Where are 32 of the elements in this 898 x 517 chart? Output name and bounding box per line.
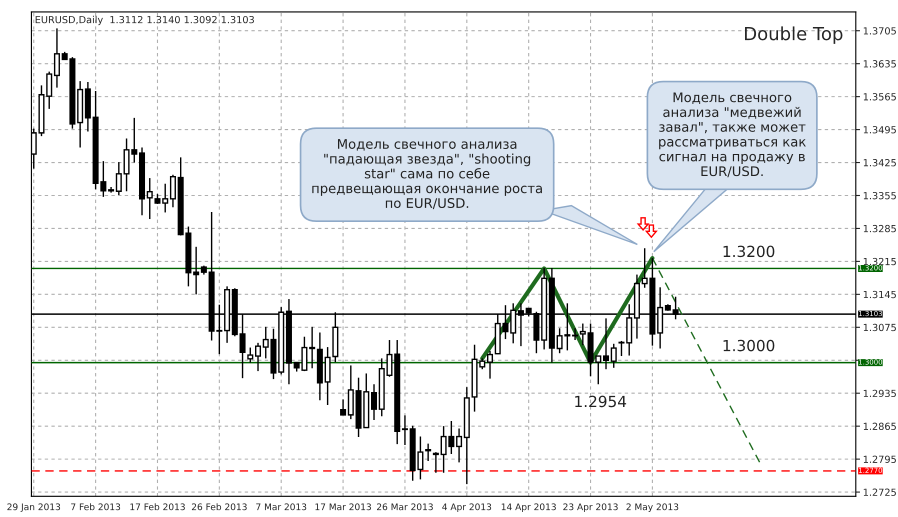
x-tick-label: 14 Apr 2013 [502, 503, 556, 512]
x-tick-label: 17 Feb 2013 [130, 503, 185, 510]
y-tick-label: 1.2865 [864, 422, 896, 430]
annotation: 1.3200 [724, 246, 774, 258]
y-tick-label: 1.3635 [864, 60, 896, 68]
x-tick-label: 26 Feb 2013 [192, 503, 247, 510]
annotation: EURUSD,Daily 1.3112 1.3140 1.3092 1.3103 [36, 16, 254, 26]
y-tick-label: 1.2795 [864, 456, 896, 463]
y-tick-label: 1.3145 [864, 290, 896, 298]
y-tick-label: 1.3425 [864, 159, 896, 166]
y-tick-label: 1.2725 [864, 488, 896, 496]
x-tick-label: 29 Jan 2013 [7, 503, 60, 512]
x-tick-label: 2 May 2013 [626, 503, 678, 512]
annotation: Модель свечного анализа "медвежий завал", также может рассматриваться как сигнал на продажу в EUR/USD. [659, 92, 806, 178]
y-tick-label: 1.3705 [864, 27, 896, 35]
y-tick-label: 1.3495 [864, 126, 896, 134]
x-tick-label: 17 Mar 2013 [315, 503, 371, 510]
x-tick-label: 4 Apr 2013 [442, 503, 492, 512]
y-tick-label: 1.3215 [864, 258, 896, 266]
y-tick-label: 1.3565 [864, 93, 896, 100]
text: Double Top [745, 26, 842, 44]
x-tick-label: 7 Mar 2013 [256, 503, 306, 510]
annotation: Модель свечного анализа "падающая звезда", "shooting star" сама по себе предвещающая окончание роста по EUR/USD. [312, 139, 542, 210]
y-tick-label: 1.3355 [864, 192, 896, 200]
y-tick-label: 1.3075 [864, 324, 896, 332]
y-tick-label: 1.3285 [864, 224, 896, 232]
annotation: 1.3000 [724, 340, 774, 352]
x-tick-label: 26 Mar 2013 [376, 503, 433, 510]
y-tick-label: 1.2935 [864, 390, 896, 398]
x-tick-label: 7 Feb 2013 [71, 503, 120, 510]
annotation: 1.2954 [575, 396, 626, 408]
x-tick-label: 23 Apr 2013 [563, 503, 618, 512]
